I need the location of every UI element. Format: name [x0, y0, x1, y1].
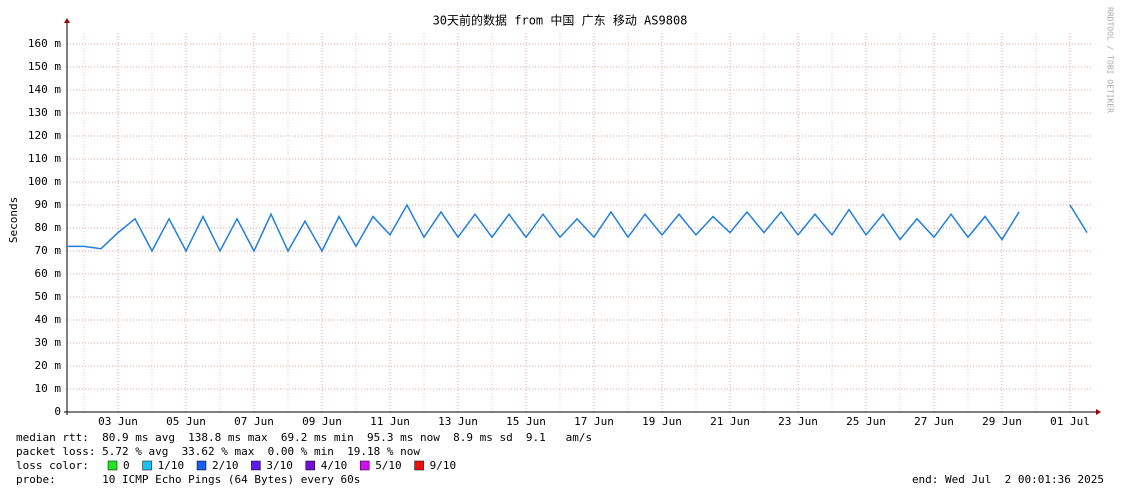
- x-tick-label: 09 Jun: [302, 415, 342, 428]
- legend-label: 0: [123, 459, 130, 472]
- legend-swatch: [107, 460, 118, 471]
- x-tick-label: 21 Jun: [710, 415, 750, 428]
- chart-title: 30天前的数据 from 中国 广东 移动 AS9808: [433, 13, 688, 28]
- x-tick-label: 29 Jun: [982, 415, 1022, 428]
- y-tick-label: 10 m: [35, 382, 62, 395]
- legend-label: 4/10: [321, 459, 348, 472]
- legend-swatch: [142, 460, 152, 471]
- legend-swatch: [414, 460, 424, 471]
- y-tick-label: 130 m: [28, 106, 61, 119]
- x-tick-label: 27 Jun: [914, 415, 954, 428]
- stats-line: median rtt: 80.9 ms avg 138.8 ms max 69.…: [16, 431, 592, 444]
- x-tick-label: 01 Jul: [1050, 415, 1090, 428]
- y-tick-label: 80 m: [35, 221, 62, 234]
- y-tick-label: 30 m: [35, 336, 62, 349]
- x-tick-label: 25 Jun: [846, 415, 886, 428]
- legend-label: 3/10: [266, 459, 293, 472]
- watermark: RRDTOOL / TOBI OETIKER: [1106, 7, 1115, 113]
- x-tick-label: 23 Jun: [778, 415, 818, 428]
- y-tick-label: 70 m: [35, 244, 62, 257]
- legend-label: 9/10: [430, 459, 457, 472]
- y-tick-label: 140 m: [28, 83, 61, 96]
- x-tick-label: 05 Jun: [166, 415, 206, 428]
- x-tick-label: 17 Jun: [574, 415, 614, 428]
- y-tick-label: 100 m: [28, 175, 61, 188]
- legend-label: 1/10: [158, 459, 185, 472]
- y-tick-label: 150 m: [28, 60, 61, 73]
- legend-title: loss color:: [16, 459, 89, 472]
- y-tick-label: 40 m: [35, 313, 62, 326]
- axis-arrow: [64, 18, 70, 23]
- x-tick-label: 07 Jun: [234, 415, 274, 428]
- x-tick-label: 15 Jun: [506, 415, 546, 428]
- probe: probe: 10 ICMP Echo Pings (64 Bytes) eve…: [16, 473, 360, 486]
- x-tick-label: 19 Jun: [642, 415, 682, 428]
- x-tick-label: 13 Jun: [438, 415, 478, 428]
- y-tick-label: 120 m: [28, 129, 61, 142]
- y-axis-label: Seconds: [7, 197, 20, 243]
- y-tick-label: 60 m: [35, 267, 62, 280]
- legend-swatch: [196, 460, 207, 471]
- y-tick-label: 50 m: [35, 290, 62, 303]
- x-tick-label: 11 Jun: [370, 415, 410, 428]
- line: [67, 203, 1088, 253]
- legend-swatch: [305, 460, 316, 471]
- stats-line: packet loss: 5.72 % avg 33.62 % max 0.00…: [16, 445, 420, 458]
- y-tick-label: 90 m: [35, 198, 62, 211]
- y-tick-label: 0: [54, 405, 61, 418]
- y-tick-label: 110 m: [28, 152, 61, 165]
- legend-label: 5/10: [375, 459, 402, 472]
- end-time: end: Wed Jul 2 00:01:36 2025: [912, 473, 1104, 486]
- axis-arrow: [1096, 409, 1101, 415]
- legend-swatch: [359, 460, 370, 471]
- y-tick-label: 160 m: [28, 37, 61, 50]
- legend-swatch: [251, 460, 261, 471]
- legend-label: 2/10: [212, 459, 239, 472]
- y-tick-label: 20 m: [35, 359, 62, 372]
- x-tick-label: 03 Jun: [98, 415, 138, 428]
